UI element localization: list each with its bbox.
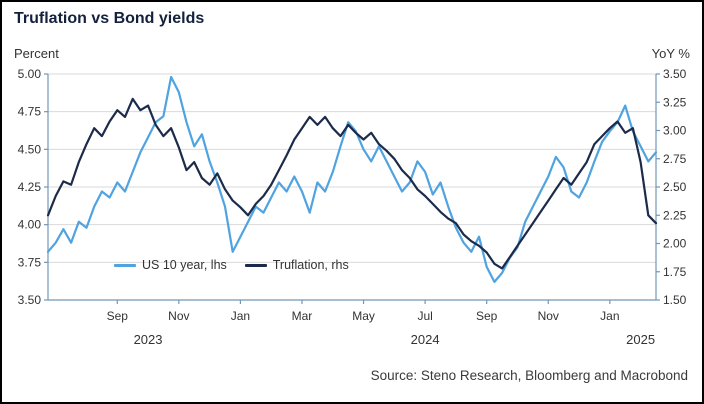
svg-text:2.75: 2.75	[663, 152, 687, 166]
svg-text:4.75: 4.75	[18, 105, 42, 119]
truflation-line-swatch	[244, 263, 267, 267]
svg-text:5.00: 5.00	[18, 67, 42, 81]
chart-legend: US 10 year, lhs Truflation, rhs	[114, 258, 349, 272]
legend-label-us10y: US 10 year, lhs	[142, 258, 227, 272]
svg-text:1.50: 1.50	[663, 293, 687, 307]
svg-text:3.00: 3.00	[663, 124, 687, 138]
source-attribution: Source: Steno Research, Bloomberg and Ma…	[370, 368, 688, 383]
svg-text:Nov: Nov	[168, 309, 189, 323]
chart-title: Truflation vs Bond yields	[14, 10, 205, 27]
svg-text:2.00: 2.00	[663, 237, 687, 251]
svg-text:4.50: 4.50	[18, 142, 42, 156]
svg-text:Mar: Mar	[292, 309, 313, 323]
svg-text:2023: 2023	[134, 332, 163, 347]
svg-text:Sep: Sep	[107, 309, 129, 323]
svg-text:Jan: Jan	[231, 309, 250, 323]
svg-text:Sep: Sep	[476, 309, 498, 323]
svg-text:3.50: 3.50	[18, 293, 42, 307]
us10y-line-swatch	[114, 263, 136, 267]
legend-item-truflation: Truflation, rhs	[244, 258, 349, 272]
svg-text:4.00: 4.00	[18, 218, 42, 232]
svg-text:Jan: Jan	[600, 309, 619, 323]
svg-text:Jul: Jul	[417, 309, 432, 323]
svg-text:3.50: 3.50	[663, 67, 687, 81]
svg-text:2.50: 2.50	[663, 180, 687, 194]
legend-item-us10y: US 10 year, lhs	[114, 258, 227, 272]
svg-text:May: May	[352, 309, 375, 323]
svg-text:2025: 2025	[626, 332, 655, 347]
svg-text:3.75: 3.75	[18, 255, 42, 269]
svg-text:1.75: 1.75	[663, 265, 687, 279]
svg-text:4.25: 4.25	[18, 180, 42, 194]
svg-text:2024: 2024	[411, 332, 440, 347]
legend-label-truflation: Truflation, rhs	[272, 258, 349, 272]
svg-text:2.25: 2.25	[663, 208, 687, 222]
right-axis-unit-label: YoY %	[651, 46, 690, 61]
svg-text:3.25: 3.25	[663, 95, 687, 109]
left-axis-unit-label: Percent	[14, 46, 59, 61]
svg-text:Nov: Nov	[538, 309, 559, 323]
